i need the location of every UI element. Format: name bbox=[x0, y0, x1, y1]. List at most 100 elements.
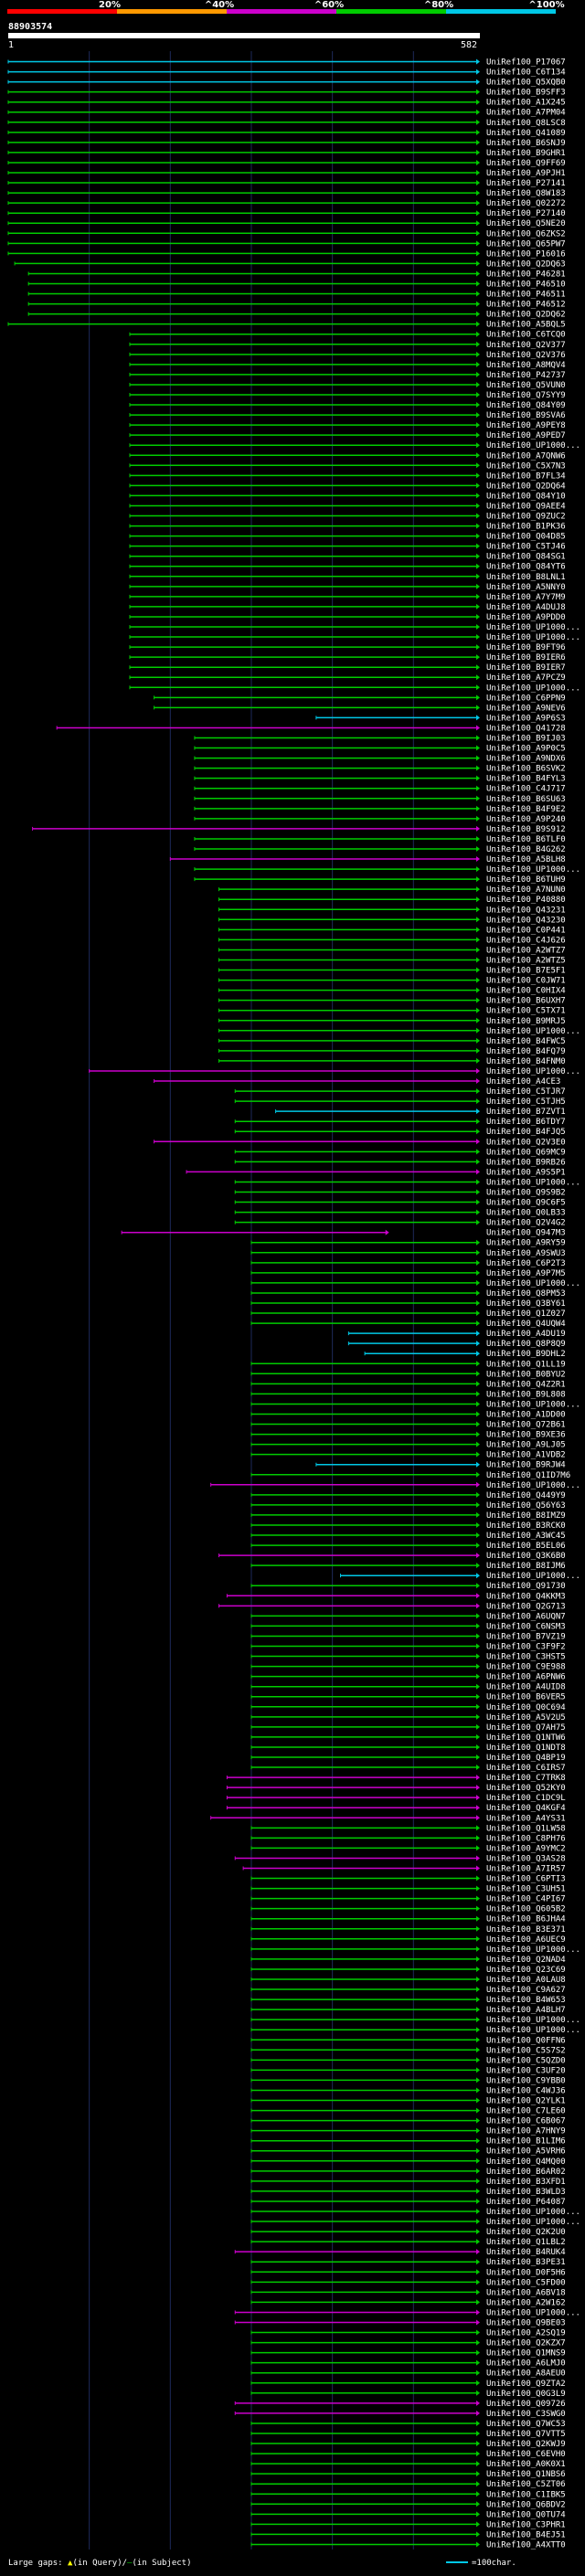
hit-label[interactable]: UniRef100_B9SFF3 bbox=[486, 89, 566, 98]
hit-label[interactable]: UniRef100_A9NDX6 bbox=[486, 755, 566, 764]
hit-label[interactable]: UniRef100_A7IR57 bbox=[486, 1864, 566, 1873]
hit-label[interactable]: UniRef100_C3HST5 bbox=[486, 1653, 566, 1662]
hit-label[interactable]: UniRef100_A9PEY8 bbox=[486, 421, 566, 430]
hit-label[interactable]: UniRef100_UP1000... bbox=[486, 1945, 580, 1955]
hit-label[interactable]: UniRef100_C3UF20 bbox=[486, 2066, 566, 2075]
hit-label[interactable]: UniRef100_P46281 bbox=[486, 270, 566, 279]
hit-label[interactable]: UniRef100_Q02272 bbox=[486, 199, 566, 208]
hit-label[interactable]: UniRef100_A6BV18 bbox=[486, 2288, 566, 2297]
hit-label[interactable]: UniRef100_UP1000... bbox=[486, 2026, 580, 2035]
hit-label[interactable]: UniRef100_C0HIX4 bbox=[486, 987, 566, 996]
hit-label[interactable]: UniRef100_Q1Z027 bbox=[486, 1309, 566, 1319]
hit-label[interactable]: UniRef100_Q23C69 bbox=[486, 1966, 566, 1975]
hit-label[interactable]: UniRef100_UP1000... bbox=[486, 1279, 580, 1288]
hit-label[interactable]: UniRef100_Q4MQ00 bbox=[486, 2157, 566, 2167]
hit-label[interactable]: UniRef100_C9E988 bbox=[486, 1663, 566, 1672]
hit-label[interactable]: UniRef100_Q3AS28 bbox=[486, 1854, 566, 1863]
hit-label[interactable]: UniRef100_A0LAU8 bbox=[486, 1976, 566, 1985]
hit-label[interactable]: UniRef100_A6LMJ0 bbox=[486, 2359, 566, 2369]
hit-label[interactable]: UniRef100_A6UQN7 bbox=[486, 1612, 566, 1621]
hit-label[interactable]: UniRef100_B3E371 bbox=[486, 1925, 566, 1935]
hit-label[interactable]: UniRef100_C6B067 bbox=[486, 2117, 566, 2126]
hit-label[interactable]: UniRef100_C7LE60 bbox=[486, 2107, 566, 2116]
hit-label[interactable]: UniRef100_Q7SYY9 bbox=[486, 391, 566, 400]
hit-label[interactable]: UniRef100_B3WLD3 bbox=[486, 2188, 566, 2197]
hit-label[interactable]: UniRef100_A9YMC2 bbox=[486, 1844, 566, 1853]
hit-label[interactable]: UniRef100_A7QNW6 bbox=[486, 451, 566, 461]
hit-label[interactable]: UniRef100_B6SVK2 bbox=[486, 765, 566, 774]
hit-label[interactable]: UniRef100_Q04D85 bbox=[486, 533, 566, 542]
hit-label[interactable]: UniRef100_A1VDB2 bbox=[486, 1451, 566, 1460]
hit-label[interactable]: UniRef100_Q1LBL2 bbox=[486, 2238, 566, 2247]
hit-label[interactable]: UniRef100_Q9FF69 bbox=[486, 159, 566, 168]
hit-label[interactable]: UniRef100_Q4KGF4 bbox=[486, 1804, 566, 1813]
hit-label[interactable]: UniRef100_Q9S9B2 bbox=[486, 1189, 566, 1198]
hit-label[interactable]: UniRef100_A4BLH7 bbox=[486, 2006, 566, 2015]
hit-label[interactable]: UniRef100_A2WTZ5 bbox=[486, 956, 566, 965]
hit-label[interactable]: UniRef100_B9S912 bbox=[486, 825, 566, 834]
hit-label[interactable]: UniRef100_UP1000... bbox=[486, 2308, 580, 2317]
hit-label[interactable]: UniRef100_A0K0X1 bbox=[486, 2460, 566, 2469]
hit-label[interactable]: UniRef100_A5NNY0 bbox=[486, 583, 566, 592]
hit-label[interactable]: UniRef100_Q91730 bbox=[486, 1582, 566, 1591]
hit-label[interactable]: UniRef100_A8MQV4 bbox=[486, 361, 566, 370]
hit-label[interactable]: UniRef100_A4DU19 bbox=[486, 1330, 566, 1339]
hit-label[interactable]: UniRef100_B6AR02 bbox=[486, 2168, 566, 2177]
hit-label[interactable]: UniRef100_C0P441 bbox=[486, 926, 566, 935]
hit-label[interactable]: UniRef100_C6PPN9 bbox=[486, 694, 566, 703]
hit-label[interactable]: UniRef100_C5ZT06 bbox=[486, 2480, 566, 2489]
hit-label[interactable]: UniRef100_Q84Y09 bbox=[486, 401, 566, 410]
hit-label[interactable]: UniRef100_A5BQL5 bbox=[486, 321, 566, 330]
hit-label[interactable]: UniRef100_C5QZD0 bbox=[486, 2056, 566, 2065]
hit-label[interactable]: UniRef100_Q84YT6 bbox=[486, 563, 566, 572]
hit-label[interactable]: UniRef100_B3XFD1 bbox=[486, 2178, 566, 2187]
hit-label[interactable]: UniRef100_B6TDY7 bbox=[486, 1118, 566, 1127]
hit-label[interactable]: UniRef100_Q41089 bbox=[486, 129, 566, 138]
hit-label[interactable]: UniRef100_Q8LSC8 bbox=[486, 119, 566, 128]
hit-label[interactable]: UniRef100_B4RUK4 bbox=[486, 2248, 566, 2257]
hit-label[interactable]: UniRef100_C5TJ46 bbox=[486, 543, 566, 552]
hit-label[interactable]: UniRef100_C5TJH5 bbox=[486, 1097, 566, 1107]
hit-label[interactable]: UniRef100_C6T134 bbox=[486, 69, 566, 78]
hit-label[interactable]: UniRef100_UP1000... bbox=[486, 2218, 580, 2227]
hit-label[interactable]: UniRef100_UP1000... bbox=[486, 1481, 580, 1490]
hit-label[interactable]: UniRef100_B9SVA6 bbox=[486, 411, 566, 420]
hit-label[interactable]: UniRef100_A5V2U5 bbox=[486, 1713, 566, 1723]
hit-label[interactable]: UniRef100_Q1MNS9 bbox=[486, 2349, 566, 2359]
hit-label[interactable]: UniRef100_C4J626 bbox=[486, 936, 566, 945]
hit-label[interactable]: UniRef100_C8PH76 bbox=[486, 1834, 566, 1843]
hit-label[interactable]: UniRef100_B9RB26 bbox=[486, 1158, 566, 1167]
hit-label[interactable]: UniRef100_UP1000... bbox=[486, 1572, 580, 1581]
hit-label[interactable]: UniRef100_P27140 bbox=[486, 209, 566, 218]
hit-label[interactable]: UniRef100_C6PTI3 bbox=[486, 1875, 566, 1884]
hit-label[interactable]: UniRef100_Q2V4G2 bbox=[486, 1219, 566, 1228]
hit-label[interactable]: UniRef100_A2W162 bbox=[486, 2298, 566, 2307]
hit-label[interactable]: UniRef100_A9SWU3 bbox=[486, 1249, 566, 1258]
hit-label[interactable]: UniRef100_B9RJW4 bbox=[486, 1461, 566, 1470]
hit-label[interactable]: UniRef100_A2WTZ7 bbox=[486, 946, 566, 955]
hit-label[interactable]: UniRef100_Q4UQW4 bbox=[486, 1320, 566, 1329]
hit-label[interactable]: UniRef100_Q52KY0 bbox=[486, 1784, 566, 1793]
hit-label[interactable]: UniRef100_Q9ZUC2 bbox=[486, 513, 566, 522]
hit-label[interactable]: UniRef100_P46511 bbox=[486, 291, 566, 300]
hit-label[interactable]: UniRef100_A4XTT0 bbox=[486, 2540, 566, 2549]
hit-label[interactable]: UniRef100_UP1000... bbox=[486, 1178, 580, 1187]
hit-label[interactable]: UniRef100_C4J717 bbox=[486, 785, 566, 794]
hit-label[interactable]: UniRef100_B4W653 bbox=[486, 1996, 566, 2005]
hit-label[interactable]: UniRef100_C4PI67 bbox=[486, 1895, 566, 1904]
hit-label[interactable]: UniRef100_B9L808 bbox=[486, 1390, 566, 1399]
hit-label[interactable]: UniRef100_A3WC45 bbox=[486, 1532, 566, 1541]
hit-label[interactable]: UniRef100_B4FNM0 bbox=[486, 1057, 566, 1066]
hit-label[interactable]: UniRef100_B9IER6 bbox=[486, 653, 566, 663]
hit-label[interactable]: UniRef100_B1LIM6 bbox=[486, 2137, 566, 2147]
hit-label[interactable]: UniRef100_Q7WC53 bbox=[486, 2420, 566, 2429]
hit-label[interactable]: UniRef100_C5X7N3 bbox=[486, 461, 566, 471]
hit-label[interactable]: UniRef100_A9PJH1 bbox=[486, 169, 566, 178]
hit-label[interactable]: UniRef100_C6TCQ0 bbox=[486, 331, 566, 340]
hit-label[interactable]: UniRef100_B1PK36 bbox=[486, 523, 566, 532]
hit-label[interactable]: UniRef100_Q7AH75 bbox=[486, 1723, 566, 1733]
hit-label[interactable]: UniRef100_B3RCK0 bbox=[486, 1521, 566, 1531]
hit-label[interactable]: UniRef100_B7FL34 bbox=[486, 472, 566, 481]
hit-label[interactable]: UniRef100_B6SNJ9 bbox=[486, 139, 566, 148]
hit-label[interactable]: UniRef100_A9LJ05 bbox=[486, 1441, 566, 1450]
